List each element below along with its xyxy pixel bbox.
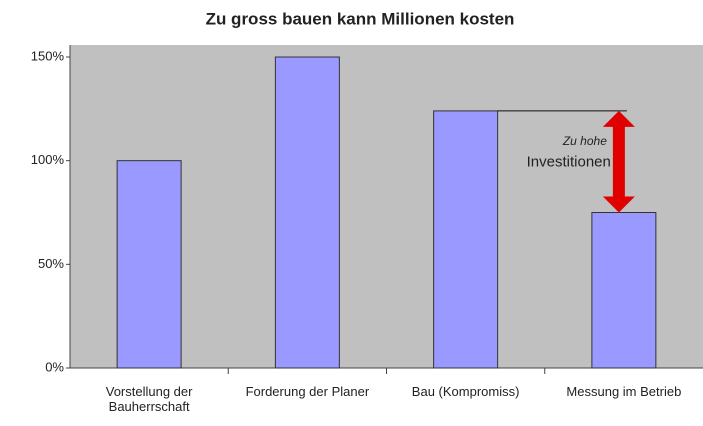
- x-tick-label: Bau (Kompromiss): [411, 384, 520, 399]
- double-arrow: [602, 110, 635, 213]
- bar: [274, 56, 340, 369]
- bar: [433, 110, 499, 369]
- annotation: Investitionen: [527, 154, 611, 171]
- annotation: Zu hohe: [562, 134, 607, 148]
- y-tick-label: 150%: [31, 48, 65, 63]
- chart-title: Zu gross bauen kann Millionen kosten: [206, 9, 515, 28]
- x-tick-label: Vorstellung der Bauherrschaft: [105, 384, 193, 414]
- y-tick-label: 50%: [38, 256, 64, 271]
- bar: [591, 212, 657, 369]
- y-tick-label: 0%: [45, 359, 64, 374]
- x-tick-label: Forderung der Planer: [245, 384, 370, 399]
- x-tick-label: Messung im Betrieb: [566, 384, 682, 399]
- bar: [116, 160, 182, 369]
- y-tick-label: 100%: [31, 152, 65, 167]
